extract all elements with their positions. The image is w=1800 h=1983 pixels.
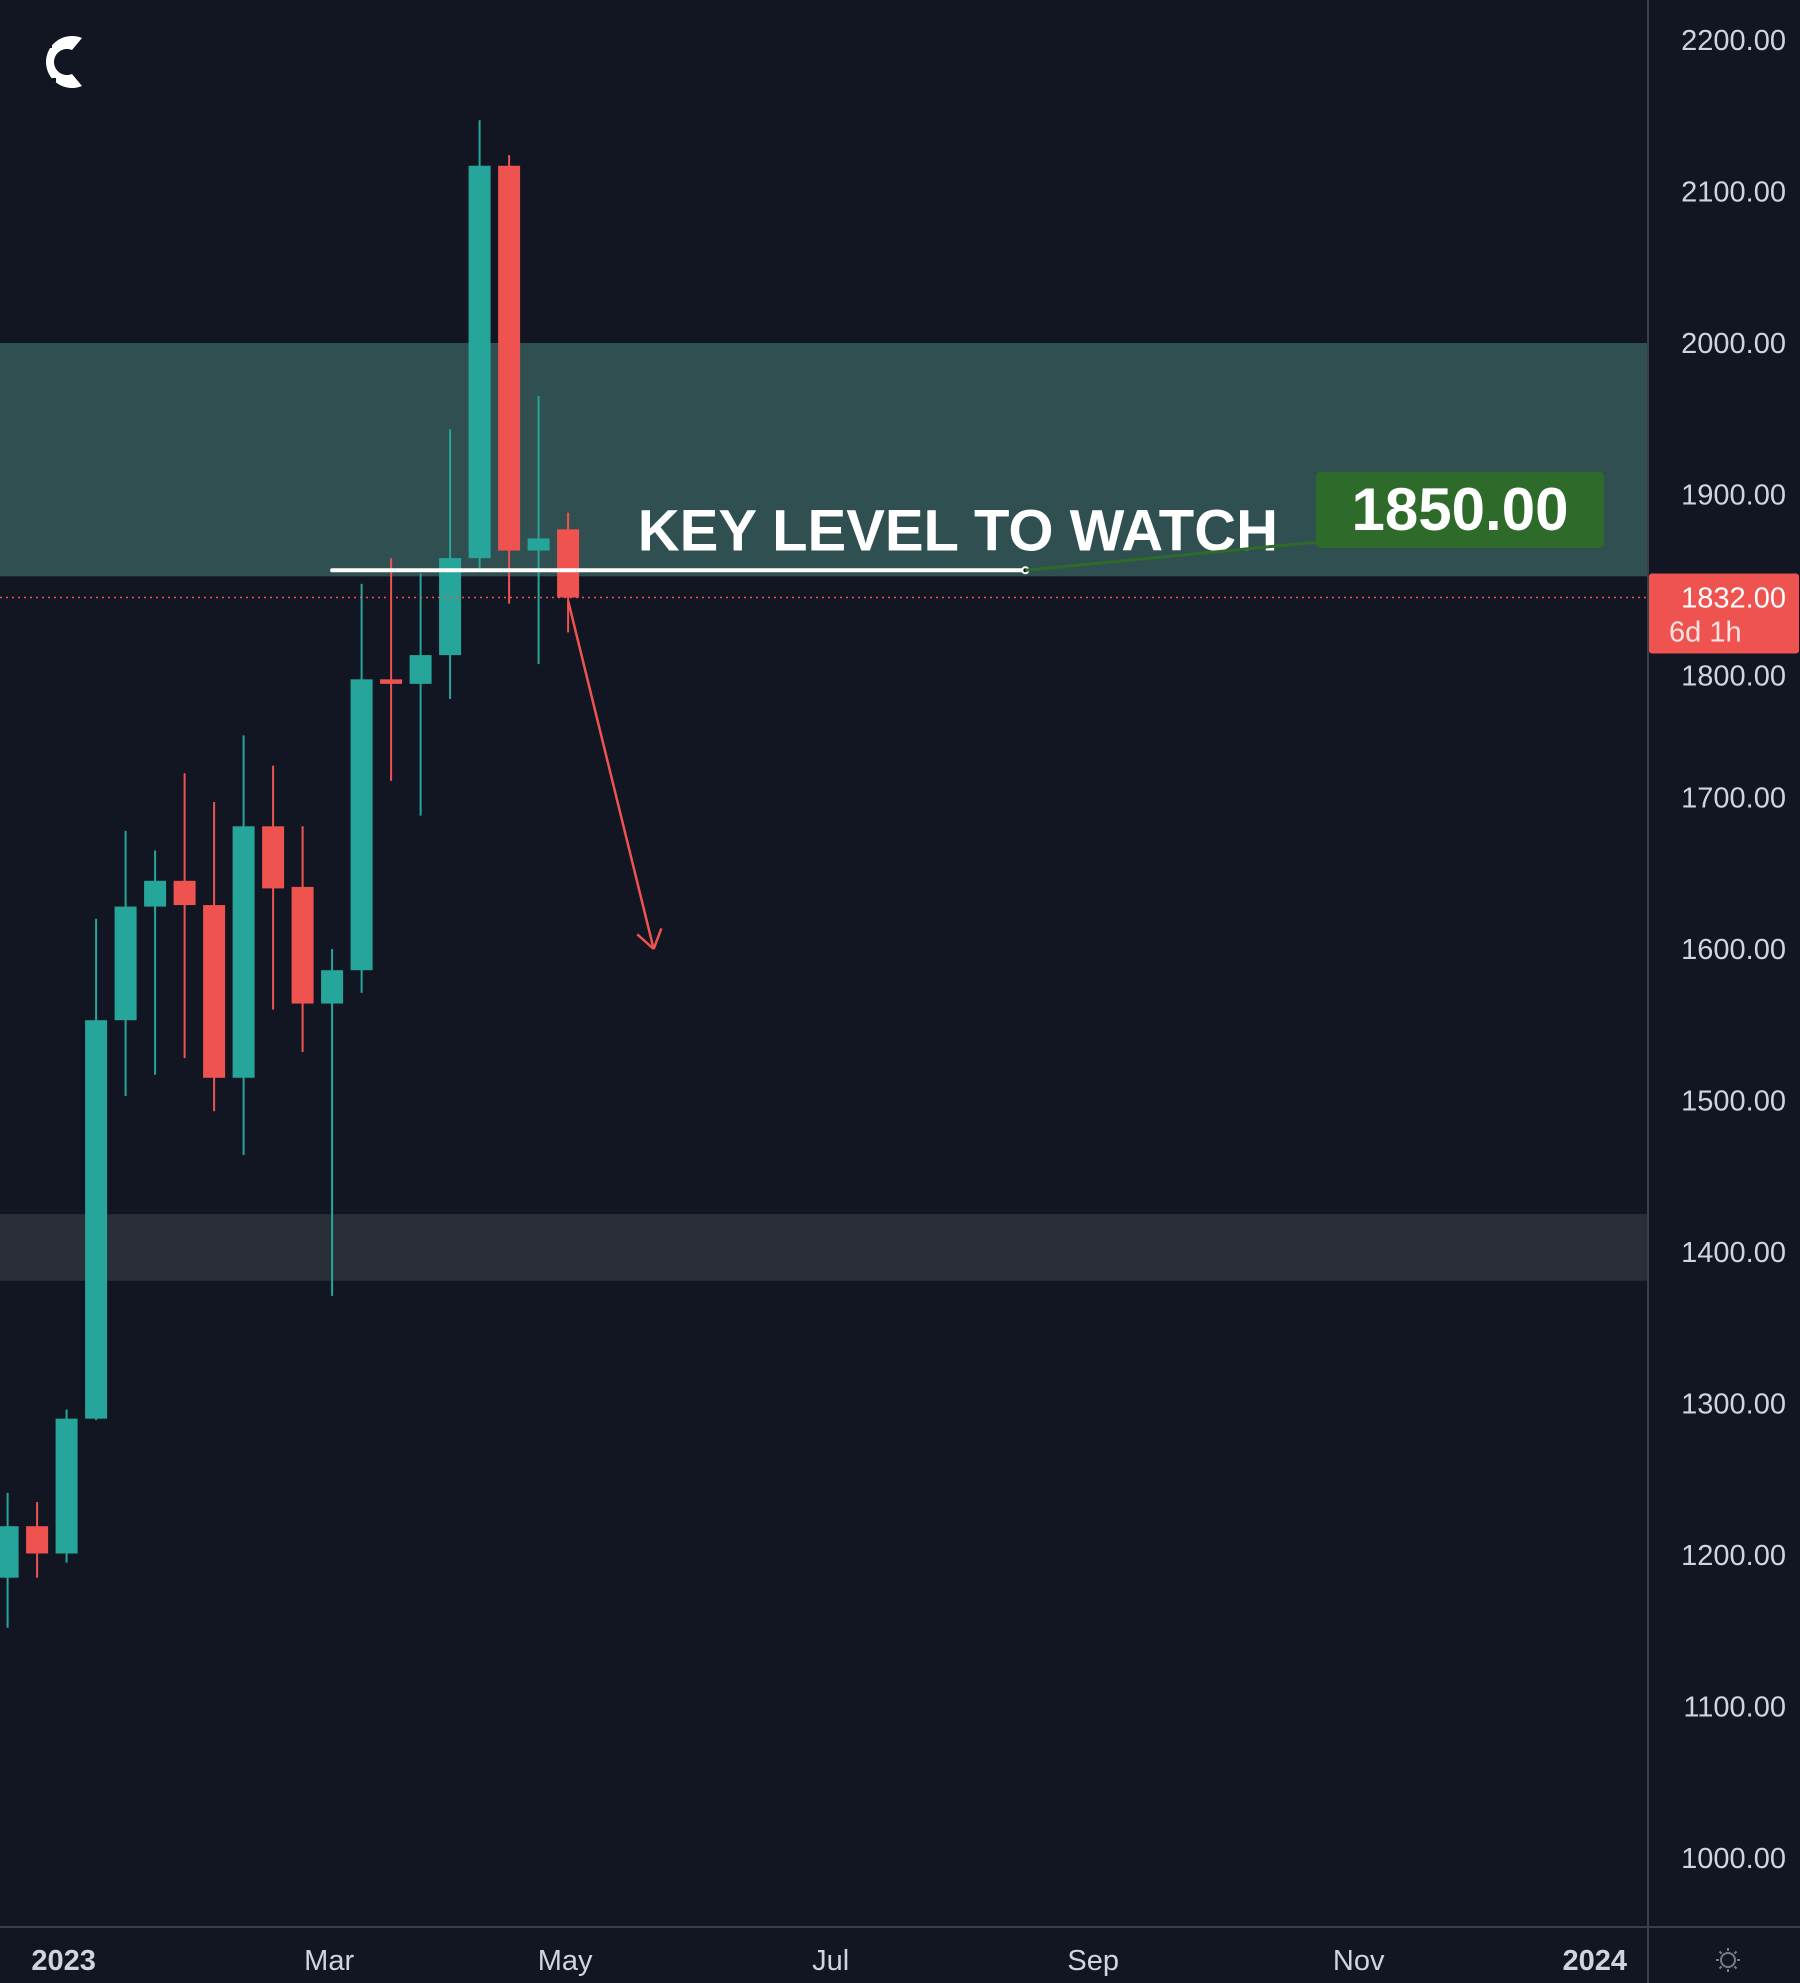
candle-body: [144, 880, 167, 907]
candle[interactable]: [114, 830, 137, 1096]
candle-body: [0, 1526, 19, 1578]
x-tick-label: Sep: [1067, 1945, 1119, 1977]
key-level-price-label[interactable]: [1316, 472, 1604, 548]
candle[interactable]: [262, 765, 285, 1010]
candle[interactable]: [557, 512, 580, 633]
candle-body: [498, 165, 521, 551]
y-tick-label: 1100.00: [1683, 1692, 1786, 1724]
candle-body: [439, 558, 462, 656]
candle-body: [291, 886, 314, 1004]
candle-countdown: 6d 1h: [1669, 617, 1742, 649]
candle[interactable]: [409, 573, 432, 816]
candle-body: [557, 529, 580, 598]
candle[interactable]: [203, 802, 226, 1112]
candle-body: [203, 905, 226, 1078]
candle[interactable]: [291, 826, 314, 1053]
y-tick-label: 1600.00: [1681, 934, 1786, 966]
time-axis[interactable]: 2023 Mar May Jul Sep Nov 2024: [31, 1945, 1627, 1977]
label-pointer: [1025, 538, 1337, 572]
candle-body: [321, 970, 344, 1004]
candle[interactable]: [0, 1492, 19, 1628]
y-tick-label: 1200.00: [1681, 1540, 1786, 1572]
candle[interactable]: [468, 120, 491, 569]
price-axis[interactable]: 1000.00 1100.00 1200.00 1300.00 1400.00 1500.…: [1649, 25, 1799, 1875]
y-tick-label: 2100.00: [1681, 177, 1786, 209]
y-tick-label: 2000.00: [1681, 328, 1786, 360]
candle[interactable]: [439, 429, 462, 700]
candle-body: [55, 1418, 78, 1554]
candle[interactable]: [350, 583, 373, 993]
x-tick-label: 2024: [1562, 1945, 1627, 1977]
arrow-head: [652, 927, 663, 950]
y-tick-label: 1300.00: [1681, 1389, 1786, 1421]
candle-body: [350, 679, 373, 971]
candle[interactable]: [173, 773, 196, 1059]
x-tick-label: May: [538, 1945, 593, 1977]
key-level-text: KEY LEVEL TO WATCH: [638, 498, 1278, 563]
candle[interactable]: [26, 1501, 49, 1578]
y-tick-label: 2200.00: [1681, 25, 1786, 57]
candle[interactable]: [380, 558, 403, 781]
x-tick-label: 2023: [31, 1945, 96, 1977]
candle[interactable]: [85, 918, 108, 1421]
candle[interactable]: [232, 735, 255, 1156]
x-tick-label: Mar: [304, 1945, 354, 1977]
x-tick-label: Jul: [812, 1945, 849, 1977]
candle[interactable]: [321, 949, 344, 1296]
candle-body: [232, 826, 255, 1078]
key-level-price-text: 1850.00: [1352, 476, 1569, 543]
candle-body: [173, 880, 196, 906]
arrow-shaft: [566, 600, 655, 950]
candle-body: [527, 538, 550, 551]
y-tick-label: 1800.00: [1681, 661, 1786, 693]
y-tick-label: 1000.00: [1681, 1843, 1786, 1875]
current-price-value: 1832.00: [1681, 583, 1786, 615]
candle[interactable]: [144, 850, 167, 1075]
candle[interactable]: [55, 1409, 78, 1563]
candle-body: [262, 826, 285, 889]
current-price-badge: [1649, 573, 1799, 654]
y-tick-label: 1700.00: [1681, 783, 1786, 815]
logo: [30, 36, 82, 88]
y-tick-label: 1500.00: [1681, 1086, 1786, 1118]
candle-body: [409, 655, 432, 684]
y-tick-label: 1400.00: [1681, 1237, 1786, 1269]
candle-body: [26, 1526, 49, 1554]
y-tick-label: 1900.00: [1681, 480, 1786, 512]
candle-body: [114, 906, 137, 1021]
x-tick-label: Nov: [1333, 1945, 1385, 1977]
down-arrow[interactable]: [566, 600, 663, 950]
candle[interactable]: [498, 155, 521, 604]
support-zone[interactable]: [0, 1214, 1648, 1281]
candle-body: [85, 1020, 108, 1419]
candle[interactable]: [527, 396, 550, 665]
candle-body: [468, 165, 491, 559]
candle-body: [380, 679, 403, 684]
arrow-head: [636, 933, 655, 950]
gear-icon[interactable]: [1716, 1948, 1740, 1972]
